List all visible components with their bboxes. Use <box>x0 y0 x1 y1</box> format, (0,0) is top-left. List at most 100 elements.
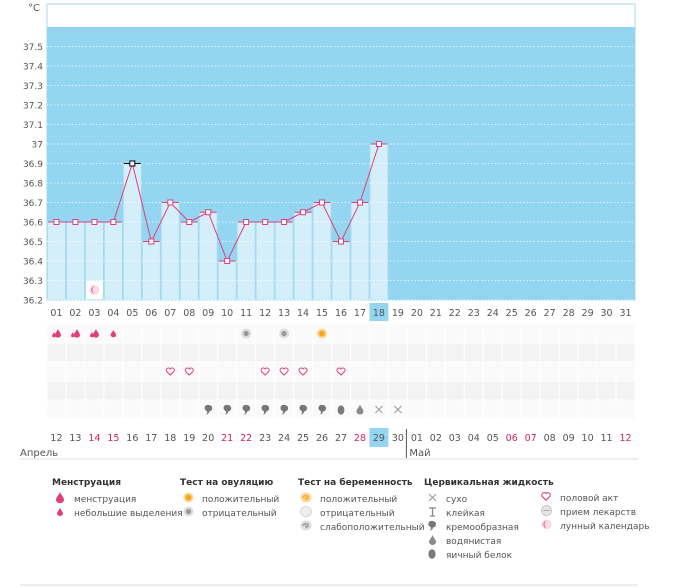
calendar-date-label: 14 <box>88 433 100 444</box>
marker-cell <box>255 323 276 344</box>
legend-item-lunar: лунный календарь <box>538 519 650 534</box>
cycle-day-label: 18 <box>373 308 385 319</box>
marker-cell <box>482 399 503 420</box>
legend-item-ov-negative: отрицательный <box>180 506 279 521</box>
watery-drop-icon <box>424 534 440 550</box>
marker-cell <box>539 399 560 420</box>
cross-icon <box>375 405 383 414</box>
marker-cell <box>596 342 617 363</box>
y-tick-label: 36.6 <box>23 219 43 229</box>
calendar-date-label: 22 <box>240 433 252 444</box>
marker-cell <box>65 399 86 420</box>
cycle-day-label: 16 <box>335 308 347 319</box>
temperature-bar <box>179 221 199 301</box>
marker-cell <box>65 361 86 382</box>
heart-icon <box>336 367 346 376</box>
temperature-point <box>205 209 212 216</box>
temperature-point <box>356 199 363 206</box>
marker-cell <box>577 399 598 420</box>
temperature-point <box>300 209 307 216</box>
legend-item-creamy: кремообразная <box>424 520 554 535</box>
drop-shape <box>92 329 99 338</box>
calendar-date-label: 13 <box>69 433 81 444</box>
cycle-day-label: 13 <box>278 308 290 319</box>
cycle-day-label: 14 <box>297 308 309 319</box>
temperature-point <box>281 219 288 225</box>
marker-cell <box>387 380 408 401</box>
marker-cell <box>65 380 86 401</box>
marker-cell <box>255 380 276 401</box>
marker-cell <box>387 342 408 363</box>
marker-cell <box>558 323 579 344</box>
comma-shape <box>223 404 232 415</box>
marker-cell <box>577 380 598 401</box>
marker-cell <box>349 342 370 363</box>
calendar-date-label: 25 <box>297 433 309 444</box>
temperature-bar <box>141 241 161 301</box>
t-bar-icon <box>424 506 440 522</box>
test-inner <box>243 330 249 337</box>
legend-item-sticky: клейкая <box>424 506 554 522</box>
marker-cell <box>596 361 617 382</box>
calendar-date-label: 12 <box>50 433 62 444</box>
temperature-bar <box>312 202 332 301</box>
legend-ovulation-title: Тест на овуляцию <box>180 478 274 488</box>
comma-icon <box>204 404 213 415</box>
marker-cell <box>198 380 219 401</box>
legend-label: клейкая <box>446 509 485 519</box>
marker-cell <box>577 323 598 344</box>
marker-cell <box>558 342 579 363</box>
temperature-point <box>375 141 382 147</box>
marker-cell <box>217 380 238 401</box>
legend-item-menstruation: менструация <box>52 492 183 507</box>
marker-cell <box>84 342 105 363</box>
drop-shape <box>71 332 75 338</box>
calendar-date-label: 27 <box>335 433 347 444</box>
marker-cell <box>46 380 67 401</box>
temperature-bar <box>47 221 66 301</box>
marker-cell <box>615 399 636 420</box>
marker-cell <box>501 342 522 363</box>
today-highlight <box>369 428 389 447</box>
marker-cell <box>577 342 598 363</box>
marker-cell <box>425 380 446 401</box>
y-tick-label: 36.3 <box>23 277 43 287</box>
cycle-day-label: 03 <box>88 308 100 319</box>
marker-cell <box>122 380 143 401</box>
heart-icon <box>298 367 308 376</box>
drop-shape <box>52 332 56 338</box>
marker-cell <box>444 342 465 363</box>
y-tick-label: 37.1 <box>23 121 43 131</box>
temperature-bar <box>331 241 351 301</box>
cycle-day-label: 12 <box>259 308 271 319</box>
marker-cell <box>520 399 541 420</box>
comma-icon <box>261 404 270 415</box>
comma-shape <box>299 404 308 415</box>
marker-cell <box>103 361 124 382</box>
calendar-date-label: 16 <box>126 433 138 444</box>
legend-label: положительный <box>202 495 280 505</box>
cross-icon <box>424 493 440 507</box>
calendar-date-label: 03 <box>449 433 461 444</box>
legend-label: сухо <box>446 495 468 505</box>
comma-icon <box>299 404 308 415</box>
temperature-point <box>53 219 60 225</box>
cycle-day-label: 11 <box>240 308 252 319</box>
legend-item-preg-weak: слабоположительный <box>298 520 425 535</box>
marker-cell <box>141 380 162 401</box>
cycle-day-label: 01 <box>50 308 62 319</box>
heart-icon <box>184 367 194 376</box>
y-tick-label: 37.4 <box>23 63 43 73</box>
heart-icon <box>538 492 554 506</box>
marker-cell <box>501 361 522 382</box>
marker-cell <box>520 323 541 344</box>
legend-label: лунный календарь <box>560 522 650 532</box>
y-tick-label: 37.2 <box>23 102 43 112</box>
small-drop-icon <box>110 330 117 338</box>
y-tick-label: 36.7 <box>23 199 43 209</box>
marker-cell <box>122 361 143 382</box>
calendar-date-label: 10 <box>582 433 594 444</box>
marker-cell <box>425 323 446 344</box>
heart-icon <box>279 367 289 376</box>
